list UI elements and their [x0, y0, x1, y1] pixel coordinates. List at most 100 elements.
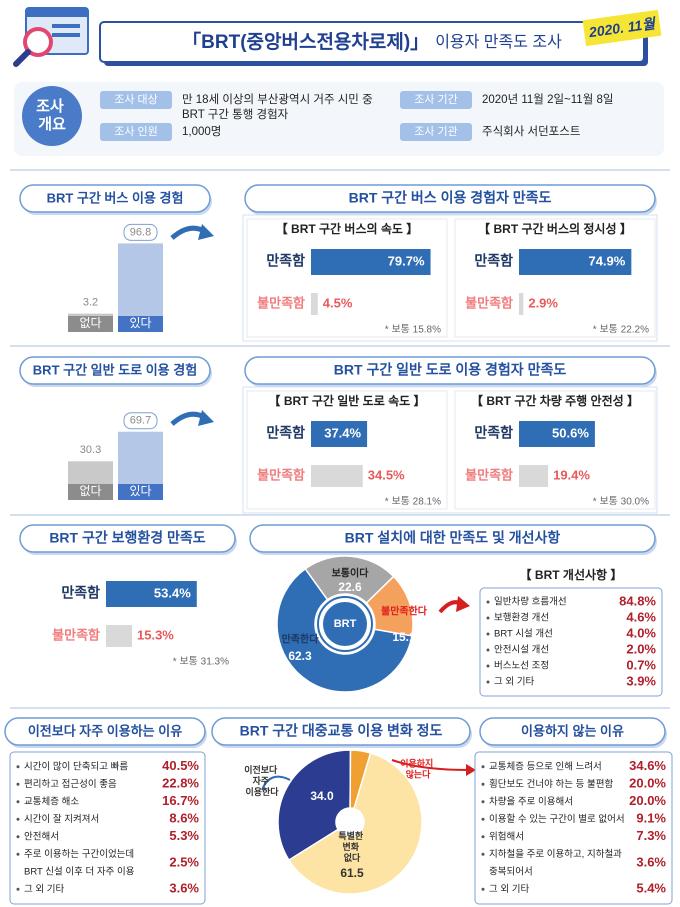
bar — [311, 421, 368, 447]
donut-slice — [276, 567, 413, 693]
bullet — [16, 782, 20, 786]
section-header — [19, 184, 211, 213]
slice-label: 특별한 변화 없다 — [338, 830, 365, 863]
list-label: 차량을 주로 이용해서 — [489, 795, 573, 807]
center-label: BRT — [334, 618, 357, 630]
center-icon — [323, 602, 367, 646]
list-label: 그 외 기타 — [489, 883, 529, 895]
arrow-head — [466, 764, 476, 776]
value-label: 37.4% — [324, 425, 361, 440]
overview-key: 조사 기간 — [414, 93, 458, 106]
callout — [261, 775, 291, 791]
value-label: 4.5% — [323, 295, 353, 310]
value-label: 19.4% — [553, 467, 590, 482]
bar — [118, 243, 163, 316]
title-sub: 이용자 만족도 조사 — [435, 33, 562, 51]
overview-key: 조사 기관 — [414, 125, 458, 138]
title: 「BRT(중앙버스전용차로제)」 이용자 만족도 조사 — [182, 30, 562, 53]
subpanel-frame — [246, 218, 448, 338]
category-label: 없다 — [79, 484, 101, 498]
overview-key-box — [400, 91, 472, 109]
note: * 보통 31.3% — [173, 656, 229, 668]
bullet — [481, 800, 485, 804]
section-header — [19, 356, 211, 385]
donut-slice — [365, 575, 414, 637]
date-badge: 2020. 11월 — [582, 9, 662, 47]
bullet — [486, 616, 490, 620]
value-label: 69.7 — [130, 415, 151, 427]
value-box — [123, 223, 158, 241]
list-value: 2.0% — [626, 641, 656, 656]
list-label: 보행환경 개선 — [494, 612, 549, 624]
list-label: 시간이 잘 지켜져서 — [24, 813, 99, 825]
magnifier-handle — [13, 49, 31, 67]
slice-value: 61.5 — [340, 866, 364, 880]
list-label: 위험해서 — [489, 830, 524, 842]
section-title: 이용하지 않는 이유 — [521, 723, 624, 738]
bullet — [486, 664, 490, 668]
category-box — [68, 316, 113, 332]
subpanel-frame — [454, 390, 656, 510]
value-label: 3.2 — [83, 297, 98, 309]
bar — [519, 421, 595, 447]
magnifier — [23, 27, 53, 57]
bullet — [486, 632, 490, 636]
section-header — [4, 717, 206, 746]
slice-label: 이용하지 않는다 — [400, 758, 436, 780]
doc-line — [52, 33, 80, 37]
category-label: 불만족함 — [257, 467, 305, 482]
bullet — [16, 835, 20, 839]
section-header — [249, 524, 656, 553]
bullet — [481, 835, 485, 839]
section-header — [244, 184, 656, 213]
bar — [519, 249, 632, 275]
list-label: 시간이 많이 단축되고 빠름 — [24, 761, 128, 772]
list-value: 4.6% — [626, 609, 656, 624]
bullet — [486, 648, 490, 652]
section-title: BRT 구간 보행환경 만족도 — [49, 530, 205, 546]
category-label: 없다 — [79, 316, 101, 330]
list-value: 3.9% — [626, 673, 656, 688]
category-label: 만족함 — [266, 253, 305, 269]
note: * 보통 15.8% — [385, 324, 441, 336]
arrow-head — [456, 596, 470, 612]
section-title: BRT 구간 일반 도로 이용 경험 — [33, 362, 197, 377]
section-title: BRT 설치에 대한 만족도 및 개선사항 — [345, 530, 561, 546]
slice-label: 이전보다 자주 이용한다 — [244, 764, 280, 797]
value-label: 15.3% — [137, 627, 174, 642]
list-value: 8.6% — [169, 811, 199, 826]
list-value: 7.3% — [636, 828, 666, 843]
overview-value: 1,000명 — [182, 125, 221, 138]
list-title: 【 BRT 개선사항 】 — [520, 567, 623, 582]
list-label: 그 외 기타 — [494, 676, 534, 688]
category-label: 만족함 — [61, 585, 100, 601]
value-label: 50.6% — [552, 425, 589, 440]
list-label: 안전시설 개선 — [494, 645, 549, 656]
slice-value: 34.0 — [310, 789, 334, 803]
bullet — [16, 852, 20, 856]
panel-title: 【 BRT 구간 차량 주행 안전성 】 — [471, 393, 639, 408]
category-label: 불만족함 — [465, 295, 513, 310]
category-label: 불만족함 — [465, 467, 513, 482]
list-value: 9.1% — [636, 811, 666, 826]
slice-value: 15.1 — [392, 630, 416, 644]
title-main: 「BRT(중앙버스전용차로제)」 — [182, 30, 429, 53]
donut-slice — [287, 752, 423, 895]
list-value: 84.8% — [619, 593, 656, 608]
overview-badge — [22, 86, 82, 146]
bullet — [486, 600, 490, 604]
arrow-head — [198, 410, 214, 426]
value-label: 79.7% — [388, 253, 425, 268]
category-label: 만족함 — [474, 253, 513, 269]
bar — [68, 313, 113, 316]
list-value: 3.6% — [636, 854, 666, 869]
bullet — [16, 887, 20, 891]
overview-value: 주식회사 서던포스트 — [482, 125, 580, 138]
bullet — [16, 800, 20, 804]
doc-line — [52, 24, 80, 28]
list-value: 16.7% — [162, 793, 199, 808]
bar — [106, 581, 197, 607]
bullet — [481, 852, 485, 856]
overview-key: 조사 대상 — [114, 93, 158, 106]
